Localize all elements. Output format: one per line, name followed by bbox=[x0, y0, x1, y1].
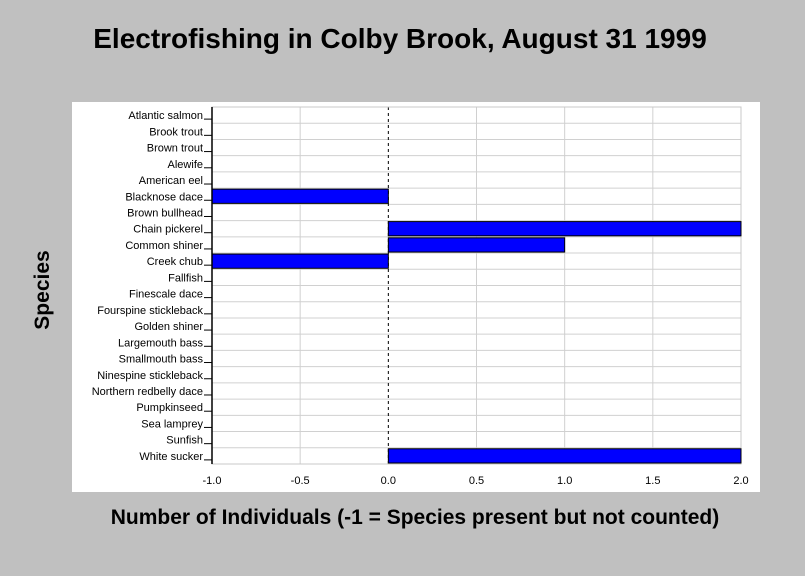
y-tick-label: Chain pickerel bbox=[133, 224, 203, 236]
bar-white-sucker bbox=[387, 448, 742, 464]
y-tick-label: Golden shiner bbox=[135, 321, 204, 333]
x-tick-label: 0.0 bbox=[381, 475, 396, 487]
x-tick-label: 0.5 bbox=[469, 475, 484, 487]
x-tick-label: 1.0 bbox=[557, 475, 572, 487]
x-tick-label: 2.0 bbox=[733, 475, 748, 487]
y-tick-label: White sucker bbox=[139, 451, 203, 463]
y-tick-label: Sunfish bbox=[166, 435, 203, 447]
y-tick-label: Blacknose dace bbox=[125, 191, 203, 203]
y-tick-label: Ninespine stickleback bbox=[97, 370, 203, 382]
y-tick-label: Largemouth bass bbox=[118, 337, 203, 349]
chart-title: Electrofishing in Colby Brook, August 31… bbox=[93, 23, 707, 54]
y-tick-label: Alewife bbox=[168, 159, 203, 171]
y-tick-label: Finescale dace bbox=[129, 289, 203, 301]
y-tick-label: Creek chub bbox=[147, 256, 203, 268]
y-tick-label: Brown bullhead bbox=[127, 207, 203, 219]
bar-common-shiner bbox=[387, 237, 566, 253]
x-tick-label: -1.0 bbox=[203, 475, 222, 487]
y-tick-label: Pumpkinseed bbox=[136, 402, 203, 414]
y-tick-label: Common shiner bbox=[125, 240, 203, 252]
x-axis-label: Number of Individuals (-1 = Species pres… bbox=[110, 506, 720, 529]
y-tick-label: American eel bbox=[139, 175, 203, 187]
y-tick-label: Sea lamprey bbox=[141, 418, 203, 430]
y-tick-label: Atlantic salmon bbox=[128, 110, 203, 122]
y-tick-label: Brown trout bbox=[147, 143, 203, 155]
bar-chain-pickerel bbox=[387, 221, 742, 237]
x-tick-label: -0.5 bbox=[291, 475, 310, 487]
y-tick-label: Fallfish bbox=[168, 272, 203, 284]
y-tick-label: Northern redbelly dace bbox=[92, 386, 203, 398]
y-tick-label: Brook trout bbox=[149, 126, 203, 138]
y-tick-label: Smallmouth bass bbox=[119, 354, 204, 366]
bar-creek-chub bbox=[211, 253, 389, 269]
bar-blacknose-dace bbox=[211, 188, 389, 204]
x-tick-label: 1.5 bbox=[645, 475, 660, 487]
y-tick-label: Fourspine stickleback bbox=[97, 305, 203, 317]
